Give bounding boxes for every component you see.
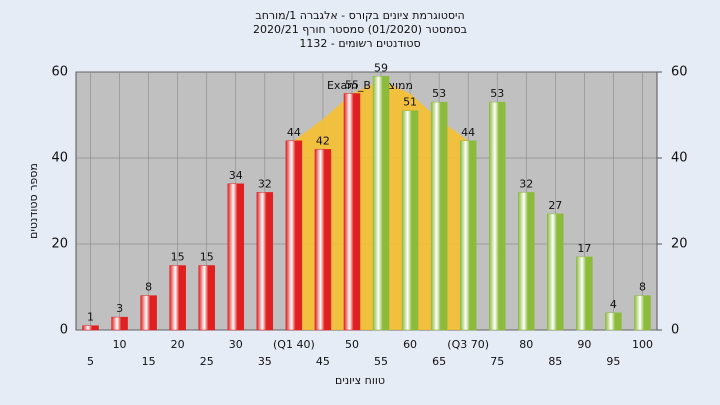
- x-tick-label: 50: [345, 338, 359, 351]
- data-label: 51: [403, 96, 417, 109]
- bar: [605, 312, 622, 331]
- x-tick-label: (Q1 40): [273, 338, 315, 351]
- data-label: 32: [519, 177, 533, 190]
- bar: [343, 93, 361, 331]
- bar: [401, 110, 419, 331]
- y-tick-label: 60: [51, 65, 68, 80]
- x-tick-label: 25: [200, 355, 214, 368]
- x-tick-label: 60: [403, 338, 417, 351]
- x-tick-label: 20: [171, 338, 185, 351]
- bar: [430, 101, 448, 331]
- x-tick-label: 75: [490, 355, 504, 368]
- bar: [111, 316, 128, 331]
- bar: [459, 140, 477, 331]
- chart-title: היסטוגרמת ציונים בקורס - אלגברה 1/מורחב: [255, 9, 464, 22]
- x-tick-label: (Q3 70): [447, 338, 489, 351]
- data-label: 17: [577, 242, 591, 255]
- bar: [488, 101, 506, 331]
- bar: [285, 140, 303, 331]
- x-tick-label: 5: [87, 355, 94, 368]
- x-tick-label: 100: [632, 338, 653, 351]
- bar: [547, 213, 564, 331]
- data-label: 1: [87, 311, 94, 324]
- x-tick-label: 30: [229, 338, 243, 351]
- y2-tick-label: 60: [671, 65, 688, 80]
- annotation: ממוצע : Exam_B: [327, 79, 413, 92]
- data-label: 4: [610, 298, 617, 311]
- data-label: 59: [374, 61, 388, 74]
- data-label: 55: [345, 79, 359, 92]
- bar: [140, 295, 157, 331]
- data-label: 27: [548, 199, 562, 212]
- y-tick-label: 0: [60, 323, 68, 338]
- x-tick-label: 65: [432, 355, 446, 368]
- data-label: 15: [171, 251, 185, 264]
- x-tick-label: 35: [258, 355, 272, 368]
- y-axis-label: מספר סטודנטים: [27, 163, 40, 239]
- data-label: 53: [432, 87, 446, 100]
- x-tick-label: 80: [519, 338, 533, 351]
- bar: [372, 76, 390, 331]
- data-label: 44: [461, 126, 475, 139]
- x-tick-label: 95: [606, 355, 620, 368]
- x-tick-label: 85: [548, 355, 562, 368]
- data-label: 32: [258, 177, 272, 190]
- data-label: 8: [639, 281, 646, 294]
- data-label: 8: [145, 281, 152, 294]
- bar: [518, 192, 535, 331]
- y-tick-label: 40: [51, 151, 68, 166]
- bar: [576, 256, 593, 331]
- data-label: 44: [287, 126, 301, 139]
- x-tick-label: 10: [113, 338, 127, 351]
- data-label: 42: [316, 134, 330, 147]
- data-label: 15: [200, 251, 214, 264]
- bar: [314, 149, 332, 331]
- y2-tick-label: 0: [671, 323, 679, 338]
- y2-tick-label: 40: [671, 151, 688, 166]
- chart-subtitle: בסמסטר (01/2020) סמסטר חורף 2020/21: [253, 23, 467, 36]
- bar: [198, 265, 215, 331]
- y-tick-label: 20: [51, 237, 68, 252]
- data-label: 3: [116, 302, 123, 315]
- chart-subtitle: סטודנטים רשומים - 1132: [299, 37, 420, 50]
- bar: [227, 183, 245, 331]
- bar: [82, 325, 99, 331]
- x-tick-label: 55: [374, 355, 388, 368]
- data-label: 53: [490, 87, 504, 100]
- x-tick-label: 45: [316, 355, 330, 368]
- bar: [256, 192, 274, 331]
- x-axis-label: טווח ציונים: [335, 374, 385, 387]
- data-label: 34: [229, 169, 243, 182]
- y2-tick-label: 20: [671, 237, 688, 252]
- bar: [634, 295, 651, 331]
- bar: [169, 265, 186, 331]
- x-tick-label: 15: [142, 355, 156, 368]
- x-tick-label: 90: [577, 338, 591, 351]
